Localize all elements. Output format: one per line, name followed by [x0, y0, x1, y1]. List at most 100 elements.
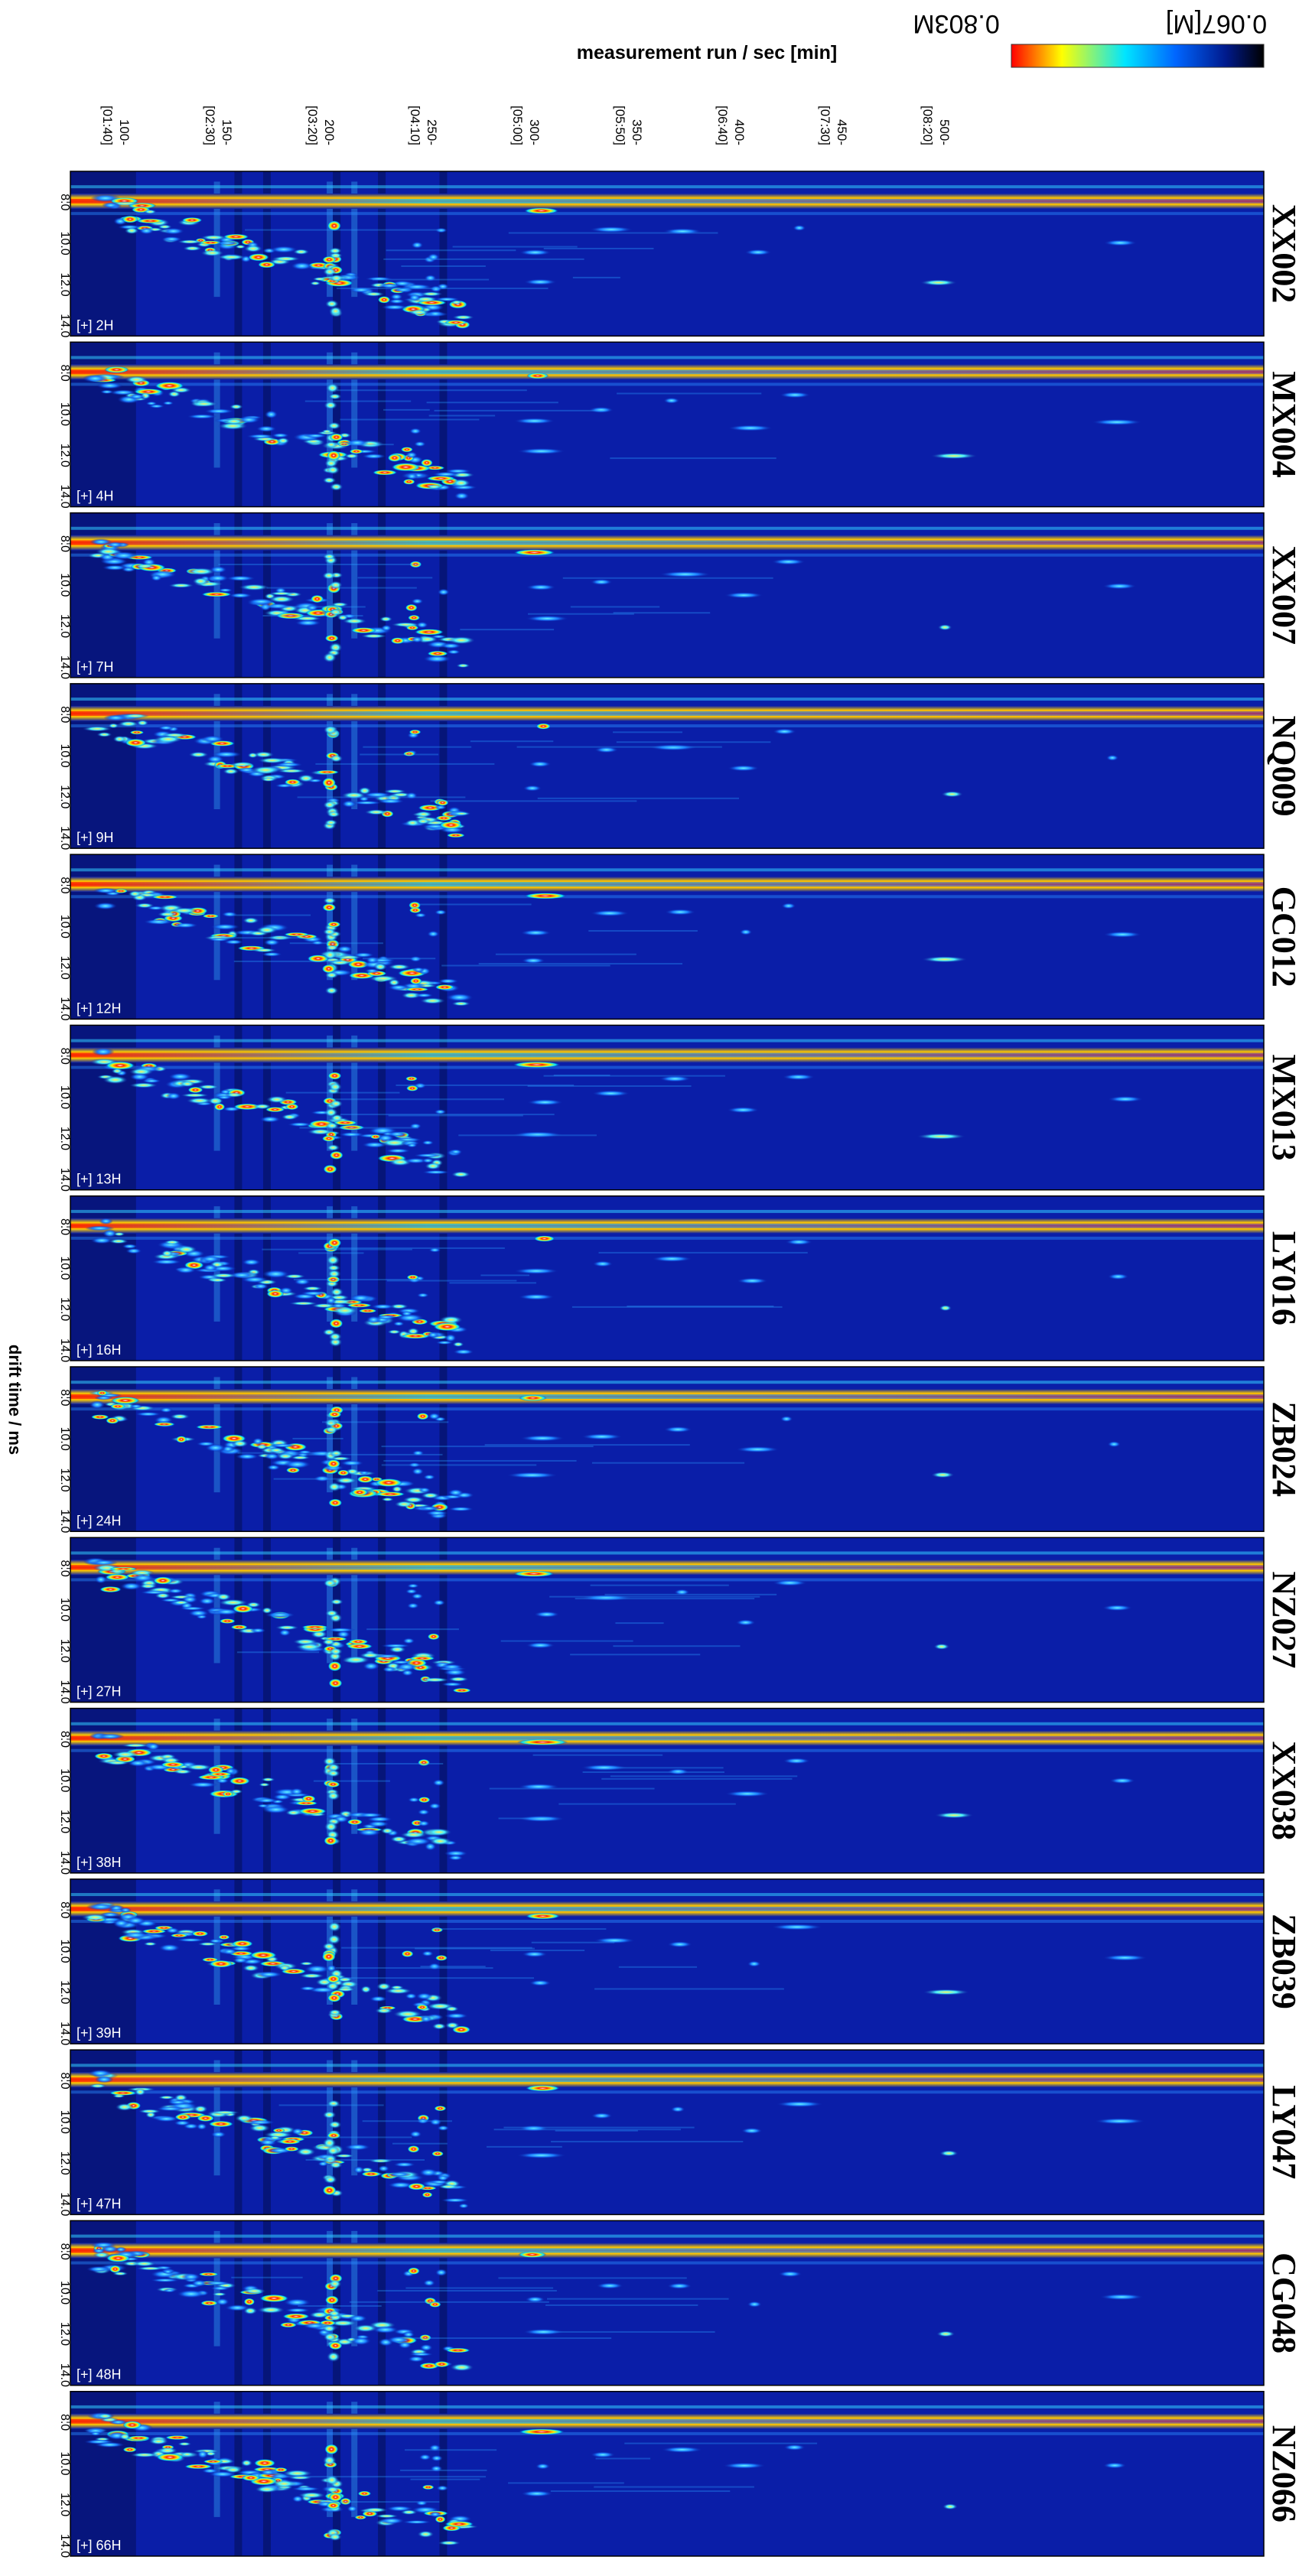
peak-spot: [353, 2166, 364, 2174]
peak-spot: [405, 451, 418, 459]
sample-panel: 8.0 10.0 12.0 14.0 [+] 24H ZB024: [58, 1366, 1299, 1534]
peak-spot: [373, 962, 388, 971]
peak-spot: [513, 1570, 555, 1577]
signal-streak: [337, 389, 527, 392]
y-tick-label: 8.0: [58, 1389, 71, 1406]
peak-spot: [262, 1270, 290, 1279]
peak-spot: [411, 598, 424, 604]
peak-spot: [418, 1758, 431, 1766]
sample-name: XX002: [1265, 204, 1299, 304]
peak-spot: [82, 374, 109, 383]
peak-spot: [329, 274, 343, 282]
rip-tail: [70, 882, 1264, 887]
peak-spot: [434, 1109, 447, 1115]
panel-border: [70, 1878, 1265, 2044]
dark-column: [378, 1708, 386, 1873]
y-tick-label: 8.0: [58, 1901, 71, 1918]
signal-streak: [262, 615, 363, 617]
peak-spot: [328, 1082, 343, 1091]
bright-column: [351, 2230, 358, 2347]
peak-spot: [324, 1836, 338, 1846]
peak-spot: [446, 833, 466, 838]
peak-spot: [591, 2113, 613, 2119]
peak-spot: [162, 401, 174, 405]
signal-streak: [452, 246, 578, 248]
peak-spot: [328, 2341, 343, 2350]
peak-spot: [109, 2265, 122, 2273]
reactant-line: [70, 1722, 1264, 1725]
peak-spot: [198, 1597, 216, 1605]
signal-streak: [392, 2142, 448, 2145]
peak-spot: [359, 1471, 370, 1475]
bright-column: [351, 1377, 358, 1493]
peak-spot: [222, 768, 239, 775]
signal-streak: [498, 1817, 552, 1820]
peak-spot: [112, 1919, 130, 1927]
peak-spot: [261, 777, 276, 782]
sample-tag: [+] 16H: [77, 1342, 122, 1358]
bright-column: [213, 694, 220, 810]
peak-spot: [420, 1677, 450, 1683]
peak-spot: [416, 2118, 429, 2124]
peak-spot: [422, 2191, 433, 2198]
peak-spot: [420, 1492, 441, 1499]
peak-spot: [322, 2110, 337, 2119]
peak-spot: [431, 2151, 444, 2157]
peak-spot: [526, 1642, 555, 1649]
peak-spot: [207, 1277, 228, 1283]
peak-spot: [258, 1782, 271, 1787]
peak-spot: [272, 2480, 297, 2488]
peak-spot: [256, 925, 278, 935]
peak-spot: [408, 1797, 421, 1803]
dark-column: [378, 2050, 386, 2215]
peak-spot: [168, 583, 194, 588]
colorbar-gradient: [1011, 44, 1265, 68]
signal-streak: [297, 796, 466, 798]
peak-spot: [444, 2005, 460, 2012]
peak-spot: [1103, 931, 1142, 938]
signal-streak: [458, 1134, 597, 1137]
peak-spot: [1109, 1778, 1135, 1784]
peak-spot: [135, 218, 165, 224]
y-tick-label: 12.0: [58, 614, 71, 638]
peak-spot: [322, 903, 337, 912]
signal-streak: [362, 2120, 452, 2122]
peak-spot: [778, 2271, 803, 2278]
y-tick-label: 10.0: [58, 2110, 71, 2134]
signal-streak: [570, 1654, 701, 1656]
signal-streak: [508, 2482, 624, 2484]
peak-spot: [518, 2251, 547, 2258]
peak-spot: [304, 1965, 330, 1973]
peak-spot: [186, 1097, 213, 1104]
peak-spot: [242, 1258, 261, 1266]
peak-spot: [659, 571, 711, 577]
x-axis-ticks: 100-[01:40] 150-[02:30] 200-[03:20] 250-[04…: [100, 106, 952, 145]
peak-spot: [524, 893, 567, 899]
peak-spot: [323, 2333, 337, 2342]
peak-spot: [425, 1828, 452, 1836]
sample-name: CG048: [1265, 2252, 1299, 2353]
peak-spot: [389, 293, 403, 301]
peak-spot: [408, 1462, 421, 1468]
y-tick-label: 12.0: [58, 2322, 71, 2346]
peak-spot: [362, 792, 392, 798]
peak-spot: [516, 1738, 568, 1745]
peak-spot: [783, 1758, 811, 1764]
peak-spot: [536, 723, 551, 730]
peak-spot: [252, 751, 275, 758]
peak-spot: [307, 955, 330, 963]
peak-spot: [402, 2331, 415, 2338]
peak-spot: [326, 1459, 340, 1469]
y-tick-label: 14.0: [58, 314, 71, 337]
peak-spot: [348, 287, 374, 293]
peak-spot: [278, 1965, 291, 1971]
peak-spot: [422, 2484, 435, 2490]
peak-spot: [330, 1287, 344, 1297]
peak-spot: [186, 568, 216, 576]
signal-streak: [386, 249, 516, 252]
reactant-line: [70, 1236, 1264, 1240]
peak-spot: [132, 2261, 157, 2267]
peak-spot: [581, 1764, 628, 1771]
peak-spot: [143, 919, 174, 925]
peak-spot: [324, 986, 339, 995]
